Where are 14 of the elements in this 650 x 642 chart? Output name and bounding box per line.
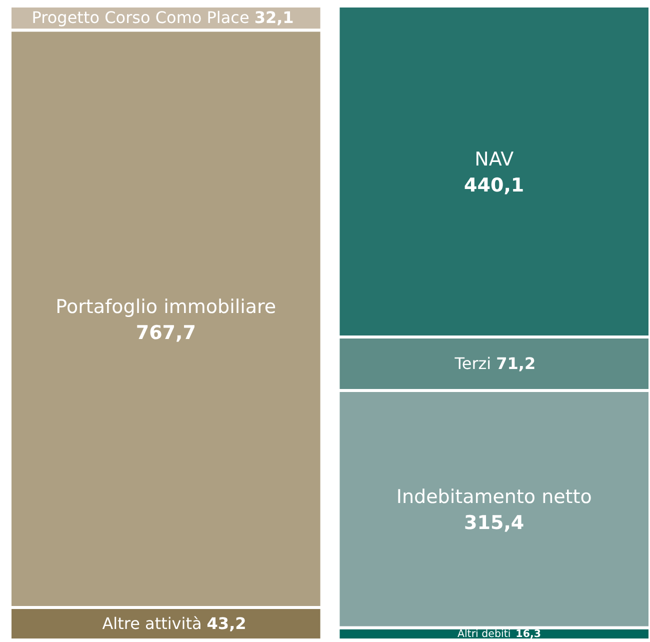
series-label: Altre attività [102,614,202,633]
series-label: Indebitamento netto [396,486,592,508]
series-label: Progetto Corso Como Place [32,8,250,28]
data-label: 315,4 [464,512,524,534]
data-label: 43,2 [206,614,246,633]
series-label: Terzi [454,354,492,373]
data-label: 440,1 [464,174,524,196]
data-label: 71,2 [496,354,536,373]
series-label: Portafoglio immobiliare [56,296,276,318]
data-label: 16,3 [516,628,541,640]
series-label: Altri debiti [457,628,511,640]
data-label: 32,1 [254,8,294,28]
series-label: NAV [474,148,514,170]
data-label: 767,7 [136,322,196,344]
